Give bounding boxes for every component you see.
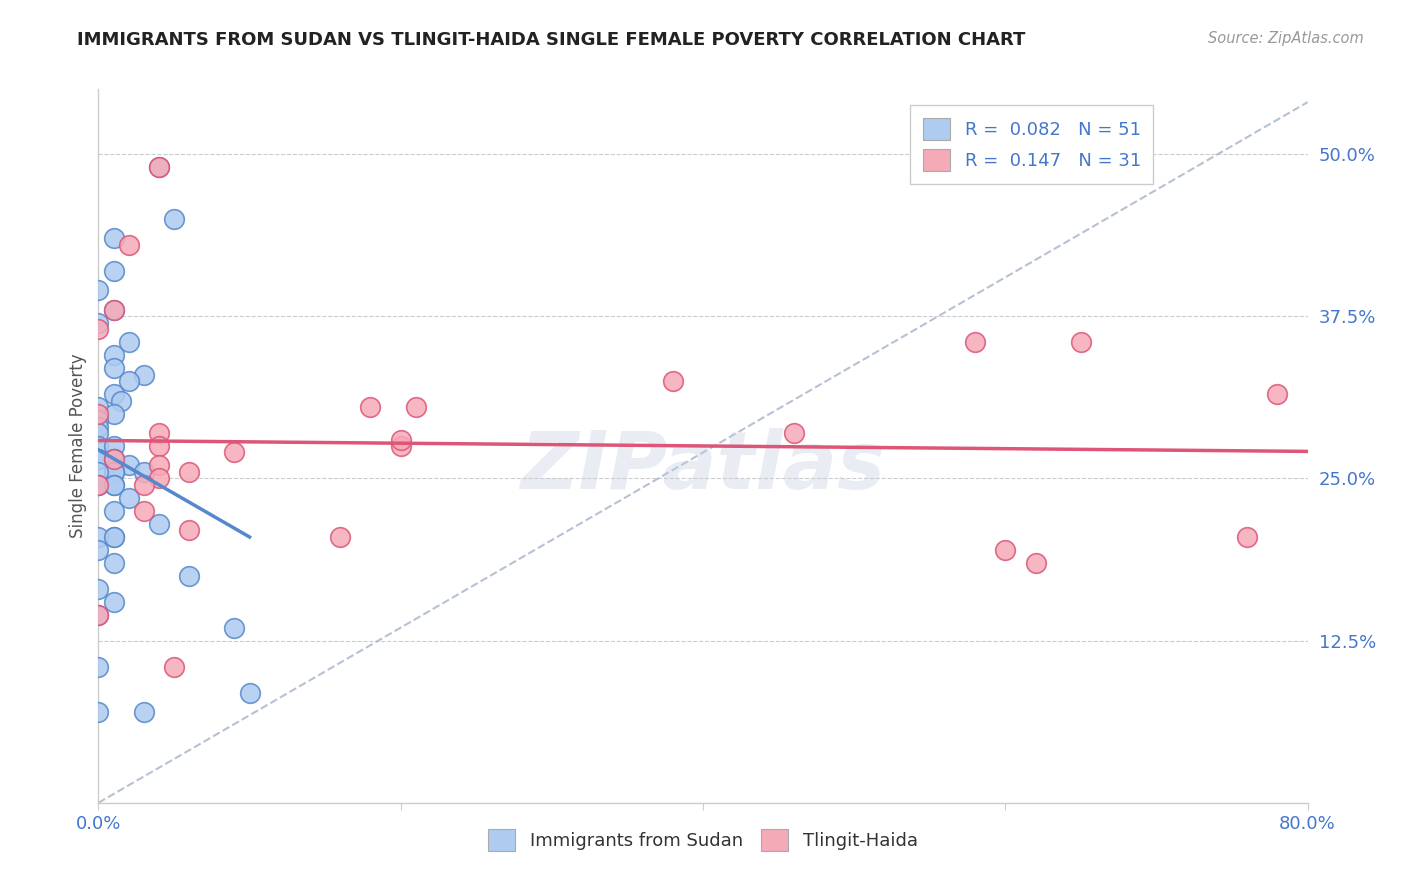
Point	[118, 491, 141, 505]
Point	[103, 478, 125, 492]
Legend: Immigrants from Sudan, Tlingit-Haida: Immigrants from Sudan, Tlingit-Haida	[481, 822, 925, 858]
Point	[148, 458, 170, 473]
Point	[239, 685, 262, 699]
Point	[103, 478, 125, 492]
Point	[132, 705, 155, 719]
Point	[389, 439, 412, 453]
Point	[87, 705, 110, 719]
Point	[87, 452, 110, 467]
Point	[118, 458, 141, 473]
Point	[148, 160, 170, 174]
Point	[87, 659, 110, 673]
Point	[224, 621, 246, 635]
Point	[103, 361, 125, 376]
Point	[103, 530, 125, 544]
Point	[148, 516, 170, 531]
Point	[118, 335, 141, 350]
Point	[132, 465, 155, 479]
Point	[1236, 530, 1258, 544]
Point	[965, 335, 987, 350]
Point	[87, 530, 110, 544]
Point	[87, 478, 110, 492]
Point	[87, 425, 110, 440]
Point	[87, 400, 110, 414]
Point	[103, 264, 125, 278]
Point	[103, 387, 125, 401]
Point	[224, 445, 246, 459]
Point	[163, 659, 186, 673]
Point	[103, 504, 125, 518]
Point	[1267, 387, 1289, 401]
Point	[87, 607, 110, 622]
Point	[132, 504, 155, 518]
Point	[103, 231, 125, 245]
Point	[179, 568, 201, 582]
Point	[87, 452, 110, 467]
Point	[994, 542, 1017, 557]
Point	[103, 302, 125, 317]
Point	[1070, 335, 1092, 350]
Text: IMMIGRANTS FROM SUDAN VS TLINGIT-HAIDA SINGLE FEMALE POVERTY CORRELATION CHART: IMMIGRANTS FROM SUDAN VS TLINGIT-HAIDA S…	[77, 31, 1026, 49]
Point	[405, 400, 427, 414]
Point	[103, 530, 125, 544]
Point	[87, 413, 110, 427]
Point	[783, 425, 806, 440]
Point	[110, 393, 132, 408]
Point	[103, 465, 125, 479]
Point	[118, 238, 141, 252]
Point	[87, 465, 110, 479]
Point	[87, 542, 110, 557]
Point	[87, 316, 110, 330]
Point	[87, 419, 110, 434]
Point	[87, 322, 110, 336]
Point	[103, 302, 125, 317]
Point	[179, 524, 201, 538]
Point	[661, 374, 683, 388]
Point	[148, 439, 170, 453]
Point	[360, 400, 382, 414]
Point	[103, 407, 125, 421]
Point	[329, 530, 352, 544]
Point	[103, 452, 125, 467]
Point	[103, 348, 125, 362]
Point	[87, 478, 110, 492]
Point	[132, 478, 155, 492]
Point	[389, 433, 412, 447]
Point	[103, 556, 125, 570]
Point	[87, 582, 110, 596]
Point	[103, 465, 125, 479]
Point	[1024, 556, 1046, 570]
Point	[87, 283, 110, 297]
Point	[163, 211, 186, 226]
Y-axis label: Single Female Poverty: Single Female Poverty	[69, 354, 87, 538]
Point	[87, 478, 110, 492]
Point	[103, 452, 125, 467]
Point	[132, 368, 155, 382]
Point	[179, 465, 201, 479]
Point	[148, 160, 170, 174]
Point	[87, 607, 110, 622]
Point	[103, 439, 125, 453]
Point	[87, 407, 110, 421]
Point	[103, 452, 125, 467]
Point	[103, 595, 125, 609]
Point	[148, 471, 170, 485]
Text: ZIPatlas: ZIPatlas	[520, 428, 886, 507]
Point	[87, 439, 110, 453]
Point	[148, 425, 170, 440]
Point	[118, 374, 141, 388]
Text: Source: ZipAtlas.com: Source: ZipAtlas.com	[1208, 31, 1364, 46]
